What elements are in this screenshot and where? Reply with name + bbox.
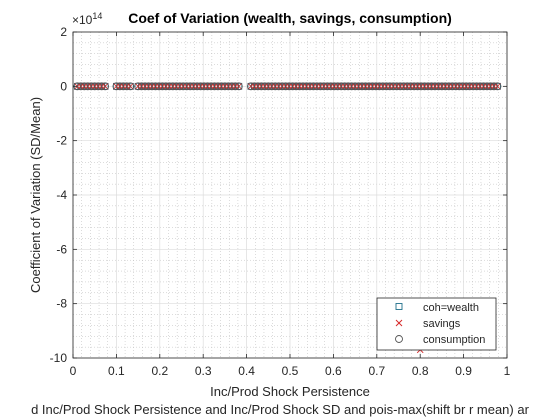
point-consumption [122, 82, 131, 91]
x-tick-label: 0.5 [282, 364, 299, 378]
point-consumption [126, 82, 135, 91]
legend-marker-consumption [395, 335, 403, 343]
legend-marker-coh-wealth [395, 303, 403, 310]
chart-title: Coef of Variation (wealth, savings, cons… [128, 10, 452, 26]
y-exponent-label: ×1014 [72, 11, 102, 27]
legend-label-savings: savings [423, 318, 461, 330]
x-tick-label: 0.2 [151, 364, 168, 378]
y-tick-label: -8 [56, 297, 67, 311]
x-tick-label: 0.6 [325, 364, 342, 378]
y-exponent-base: ×10 [72, 13, 93, 27]
series-layer [73, 82, 502, 354]
y-axis-label: Coefficient of Variation (SD/Mean) [28, 97, 43, 293]
x-tick-label: 0.3 [195, 364, 212, 378]
legend: coh=wealth savings consumption [376, 297, 497, 351]
x-axis-label: Inc/Prod Shock Persistence [210, 384, 370, 399]
point-consumption [490, 82, 498, 91]
x-tick-label: 0.7 [368, 364, 385, 378]
point-consumption [97, 82, 106, 91]
x-tick-label: 0.8 [412, 364, 429, 378]
y-tick-label: -4 [56, 188, 67, 202]
legend-marker-savings [395, 319, 403, 327]
legend-label-coh-wealth: coh=wealth [423, 302, 479, 314]
x-tick-label: 0.9 [455, 364, 472, 378]
point-consumption [231, 82, 240, 91]
x-tick-label: 0 [70, 364, 77, 378]
y-exponent-power: 14 [92, 11, 102, 21]
point-consumption [493, 82, 502, 91]
legend-box [376, 297, 497, 351]
point-consumption [234, 82, 243, 91]
bottom-caption: d Inc/Prod Shock Persistence and Inc/Pro… [31, 402, 530, 417]
x-tick-label: 0.1 [108, 364, 125, 378]
y-tick-label: -10 [50, 351, 68, 365]
point-consumption [101, 82, 110, 91]
x-tick-label: 1 [504, 364, 511, 378]
legend-label-consumption: consumption [423, 334, 485, 346]
x-tick-label: 0.4 [238, 364, 255, 378]
y-tick-label: 2 [60, 25, 67, 39]
y-tick-label: -6 [56, 242, 67, 256]
axis-ticks: 0 0.1 0.2 0.3 0.4 0.5 0.6 0.7 0.8 0.9 1 -10 -8 -6 -4 -2… [50, 25, 511, 378]
y-tick-label: 0 [60, 79, 67, 93]
y-tick-label: -2 [56, 134, 67, 148]
